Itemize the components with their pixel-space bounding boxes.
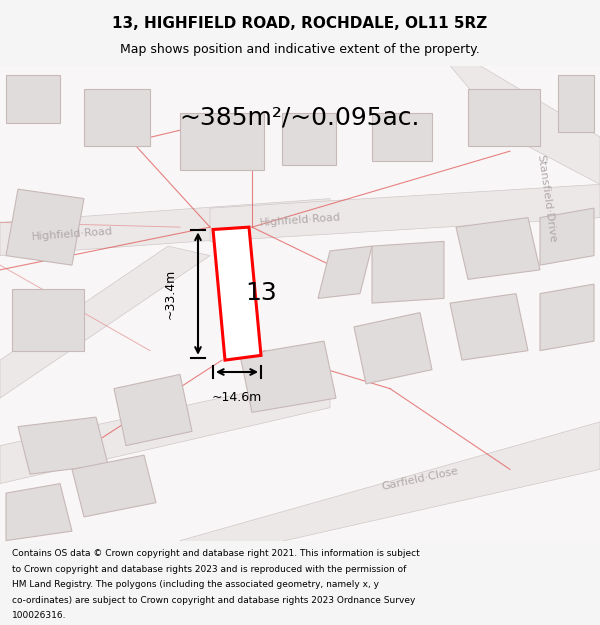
- Text: Highfield·Road: Highfield·Road: [259, 212, 341, 228]
- Polygon shape: [6, 189, 84, 265]
- Polygon shape: [468, 89, 540, 146]
- Polygon shape: [558, 75, 594, 132]
- Polygon shape: [282, 113, 336, 166]
- Polygon shape: [354, 312, 432, 384]
- Polygon shape: [0, 199, 330, 256]
- Polygon shape: [6, 75, 60, 122]
- Polygon shape: [372, 113, 432, 161]
- Polygon shape: [540, 284, 594, 351]
- Text: to Crown copyright and database rights 2023 and is reproduced with the permissio: to Crown copyright and database rights 2…: [12, 564, 406, 574]
- Polygon shape: [456, 217, 540, 279]
- Polygon shape: [0, 246, 210, 398]
- Polygon shape: [210, 184, 600, 241]
- Text: ~33.4m: ~33.4m: [164, 269, 177, 319]
- Text: Highfield·Road: Highfield·Road: [31, 226, 113, 242]
- Polygon shape: [213, 227, 261, 360]
- Text: ~14.6m: ~14.6m: [212, 391, 262, 404]
- Text: 100026316.: 100026316.: [12, 611, 67, 621]
- Polygon shape: [18, 417, 108, 474]
- Polygon shape: [0, 374, 330, 484]
- Polygon shape: [114, 374, 192, 446]
- Text: Stansfield·Drive: Stansfield·Drive: [535, 154, 557, 243]
- Polygon shape: [450, 294, 528, 360]
- Polygon shape: [540, 208, 594, 265]
- Polygon shape: [12, 289, 84, 351]
- Text: 13: 13: [245, 281, 277, 305]
- Polygon shape: [6, 484, 72, 541]
- Polygon shape: [180, 422, 600, 564]
- Polygon shape: [450, 66, 600, 184]
- Text: Contains OS data © Crown copyright and database right 2021. This information is : Contains OS data © Crown copyright and d…: [12, 549, 420, 558]
- Text: HM Land Registry. The polygons (including the associated geometry, namely x, y: HM Land Registry. The polygons (includin…: [12, 580, 379, 589]
- Polygon shape: [222, 246, 243, 282]
- Polygon shape: [372, 241, 444, 303]
- Text: Garfield·Close: Garfield·Close: [380, 466, 460, 492]
- Polygon shape: [72, 455, 156, 517]
- Text: Map shows position and indicative extent of the property.: Map shows position and indicative extent…: [120, 42, 480, 56]
- Polygon shape: [180, 113, 264, 170]
- Text: co-ordinates) are subject to Crown copyright and database rights 2023 Ordnance S: co-ordinates) are subject to Crown copyr…: [12, 596, 415, 605]
- Polygon shape: [240, 341, 336, 412]
- Text: 13, HIGHFIELD ROAD, ROCHDALE, OL11 5RZ: 13, HIGHFIELD ROAD, ROCHDALE, OL11 5RZ: [112, 16, 488, 31]
- Polygon shape: [318, 246, 372, 298]
- Text: ~385m²/~0.095ac.: ~385m²/~0.095ac.: [180, 106, 420, 130]
- Polygon shape: [84, 89, 150, 146]
